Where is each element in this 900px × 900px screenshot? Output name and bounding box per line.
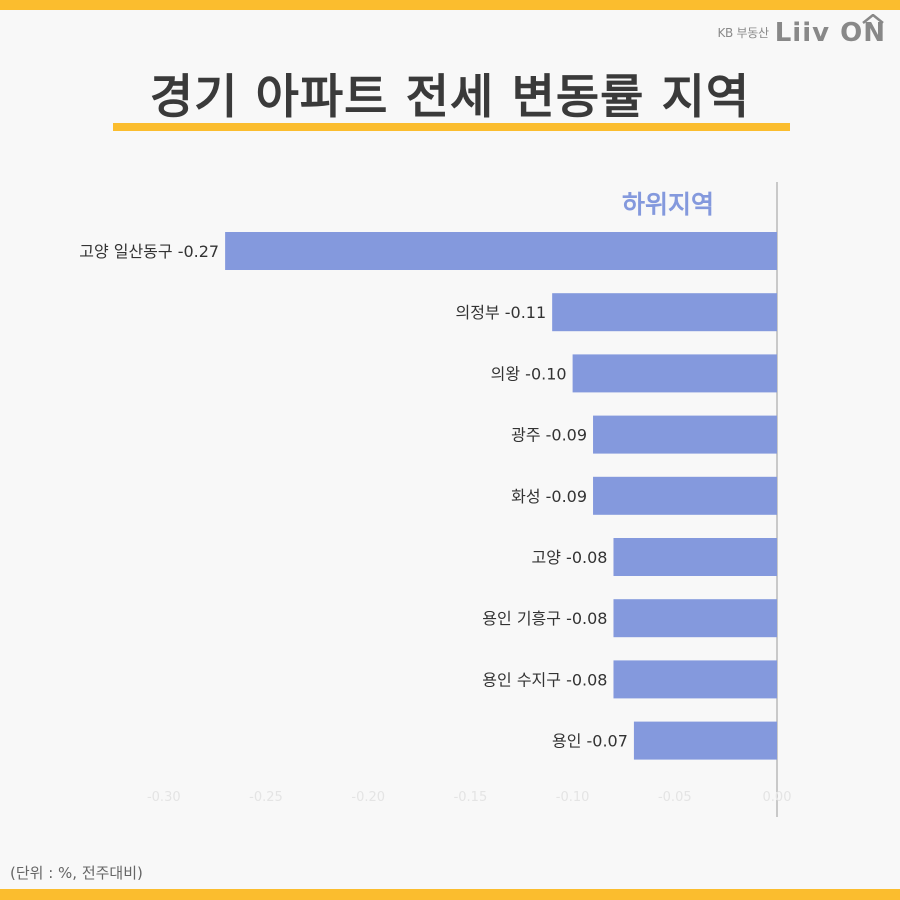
bar [613, 660, 777, 699]
brand-subtitle: KB 부동산 [717, 26, 769, 40]
bottom-accent-bar [0, 889, 900, 900]
top-accent-bar [0, 0, 900, 10]
unit-footnote: (단위 : %, 전주대비) [10, 864, 143, 882]
x-tick-label: 0.00 [763, 790, 792, 805]
bar [613, 538, 777, 576]
bar-data-label: 화성 -0.09 [511, 487, 587, 506]
bar-data-label: 용인 -0.07 [552, 732, 628, 751]
brand: KB 부동산 Liiv ON [717, 14, 886, 48]
bar [593, 415, 777, 454]
brand-logo-text: Liiv ON [774, 18, 886, 48]
house-roof-icon [862, 14, 884, 24]
bar [593, 476, 777, 515]
bar [552, 293, 777, 332]
brand-logo: Liiv ON [774, 14, 886, 48]
x-tick-label: -0.10 [556, 790, 590, 805]
bar-data-label: 의왕 -0.10 [491, 364, 567, 383]
bar-data-label: 광주 -0.09 [511, 426, 587, 445]
bar-data-label: 의정부 -0.11 [456, 303, 547, 322]
x-tick-label: -0.20 [351, 790, 385, 805]
title-underline [113, 123, 790, 131]
x-tick-label: -0.30 [147, 790, 181, 805]
bar [633, 721, 777, 760]
bar-data-label: 용인 수지구 -0.08 [482, 670, 607, 689]
x-tick-label: -0.25 [249, 790, 283, 805]
bar [572, 354, 777, 393]
x-tick-label: -0.05 [658, 790, 692, 805]
bar-data-label: 고양 일산동구 -0.27 [79, 242, 219, 261]
x-tick-label: -0.15 [454, 790, 488, 805]
page-title: 경기 아파트 전세 변동률 지역 [149, 70, 751, 125]
bar [225, 232, 777, 270]
series-label: 하위지역 [622, 190, 714, 219]
bar-data-label: 용인 기흥구 -0.08 [482, 609, 607, 628]
bar-data-label: 고양 -0.08 [532, 548, 608, 567]
bar [613, 599, 777, 638]
